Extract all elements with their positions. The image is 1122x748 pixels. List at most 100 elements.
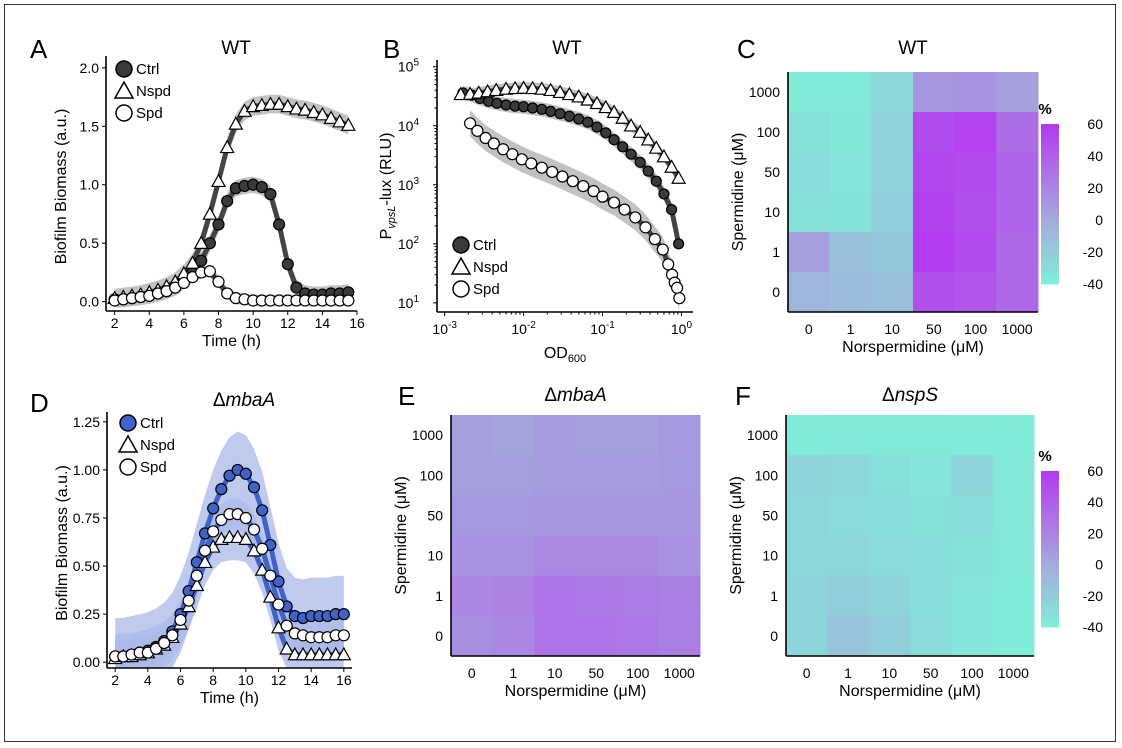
point-spd xyxy=(342,294,355,307)
point-nspd xyxy=(516,80,532,94)
point-spd xyxy=(203,265,216,278)
heat-cell xyxy=(829,72,872,113)
heat-cell xyxy=(617,615,659,657)
colorbar-segment xyxy=(1041,228,1059,233)
colorbar-tick-label: 60 xyxy=(1087,116,1103,132)
heat-cell xyxy=(492,495,535,536)
heat-cell xyxy=(910,615,952,657)
heat-cell xyxy=(913,272,956,313)
point-nspd xyxy=(288,101,304,115)
tick-exp: 5 xyxy=(413,58,419,69)
x-axis-label: Time (h) xyxy=(202,333,261,350)
point-spd xyxy=(177,276,190,290)
x-tick-label: 0 xyxy=(468,665,476,681)
colorbar-segment xyxy=(1041,188,1059,193)
point-ctrl xyxy=(491,97,503,109)
x-tick-label: 14 xyxy=(303,672,319,688)
colorbar-segment xyxy=(1041,494,1059,499)
x-tick-label: 10-1 xyxy=(590,320,615,337)
colorbar-segment xyxy=(1041,517,1059,523)
heat-cell xyxy=(996,152,1039,193)
tick-base: 10 xyxy=(511,321,527,337)
title-strain: WT xyxy=(898,38,928,59)
heat-cell xyxy=(788,192,831,233)
point-ctrl xyxy=(239,467,252,480)
colorbar-tick-label: -40 xyxy=(1083,619,1103,635)
colorbar-segment xyxy=(1041,184,1059,189)
panel-title: WT xyxy=(898,38,928,59)
point-ctrl xyxy=(517,101,530,113)
heat-cell xyxy=(910,535,952,577)
point-ctrl xyxy=(207,502,220,515)
colorbar-segment xyxy=(1041,272,1059,277)
colorbar-segment xyxy=(1041,248,1059,253)
heat-cell xyxy=(658,575,701,617)
colorbar-segment xyxy=(1041,208,1059,213)
heat-cell xyxy=(786,615,828,657)
heat-cell xyxy=(786,535,828,577)
point-nspd xyxy=(332,113,348,128)
y-tick-label: 1.5 xyxy=(80,118,100,134)
heat-cell xyxy=(575,615,618,657)
legend-marker-spd xyxy=(115,104,133,122)
x-tick-label: 16 xyxy=(349,315,365,331)
title-delta: Δ xyxy=(882,385,895,406)
point-nspd xyxy=(314,106,330,121)
heat-cell xyxy=(534,575,576,617)
panel-title: ΔmbaA xyxy=(213,390,275,411)
heat-cell xyxy=(827,575,870,617)
x-tick-label: 10 xyxy=(547,665,563,681)
x-tick-label: 1 xyxy=(844,665,852,681)
y-tick-label: 50 xyxy=(762,507,778,523)
point-spd xyxy=(272,598,285,611)
heat-cell xyxy=(617,535,659,577)
point-ctrl xyxy=(281,258,294,271)
colorbar-tick-label: 40 xyxy=(1087,148,1103,164)
y-tick-label: 1000 xyxy=(749,84,780,100)
y-tick-label: 1 xyxy=(435,588,443,604)
point-ctrl xyxy=(650,175,662,187)
heat-cell xyxy=(617,575,659,617)
heat-cell xyxy=(951,535,994,577)
xlabel-sub: 600 xyxy=(568,353,586,365)
y-tick-label: 0.75 xyxy=(73,510,100,526)
heat-cell xyxy=(954,152,997,193)
heat-cell xyxy=(658,495,701,536)
heat-cell xyxy=(871,272,914,313)
y-axis-label: Spermidine (μM) xyxy=(393,476,410,595)
y-tick-label: 102 xyxy=(398,235,420,252)
colorbar-segment xyxy=(1041,529,1059,534)
heat-cell xyxy=(868,495,911,536)
colorbar-segment xyxy=(1041,619,1059,624)
heat-cell xyxy=(951,415,994,456)
heat-cell xyxy=(451,575,493,617)
tick-base: 10 xyxy=(398,118,414,134)
heat-cell xyxy=(992,575,1035,617)
point-nspd xyxy=(323,110,339,124)
panel-letter-b: B xyxy=(383,34,400,64)
heat-cell xyxy=(788,72,831,113)
colorbar-segment xyxy=(1041,607,1059,612)
colorbar-segment xyxy=(1041,564,1059,569)
heat-cell xyxy=(868,615,911,657)
point-ctrl xyxy=(264,187,277,201)
y-tick-label: 0.00 xyxy=(73,654,100,670)
x-tick-label: 10 xyxy=(245,315,261,331)
point-nspd xyxy=(238,531,254,545)
colorbar-segment xyxy=(1041,140,1059,145)
point-nspd xyxy=(648,140,664,154)
point-nspd xyxy=(656,148,672,163)
legend-marker-spd xyxy=(119,458,137,476)
colorbar-segment xyxy=(1041,474,1059,480)
point-spd xyxy=(166,629,179,642)
colorbar-segment xyxy=(1041,240,1059,245)
tick-exp: 0 xyxy=(686,320,692,331)
heat-cell xyxy=(451,415,493,456)
colorbar-segment xyxy=(1041,552,1059,558)
point-spd xyxy=(487,137,500,150)
colorbar-segment xyxy=(1041,591,1059,597)
x-axis-label: Norspermidine (μM) xyxy=(842,339,984,356)
colorbar-segment xyxy=(1041,236,1059,241)
colorbar-segment xyxy=(1041,478,1059,484)
point-nspd xyxy=(202,206,218,220)
